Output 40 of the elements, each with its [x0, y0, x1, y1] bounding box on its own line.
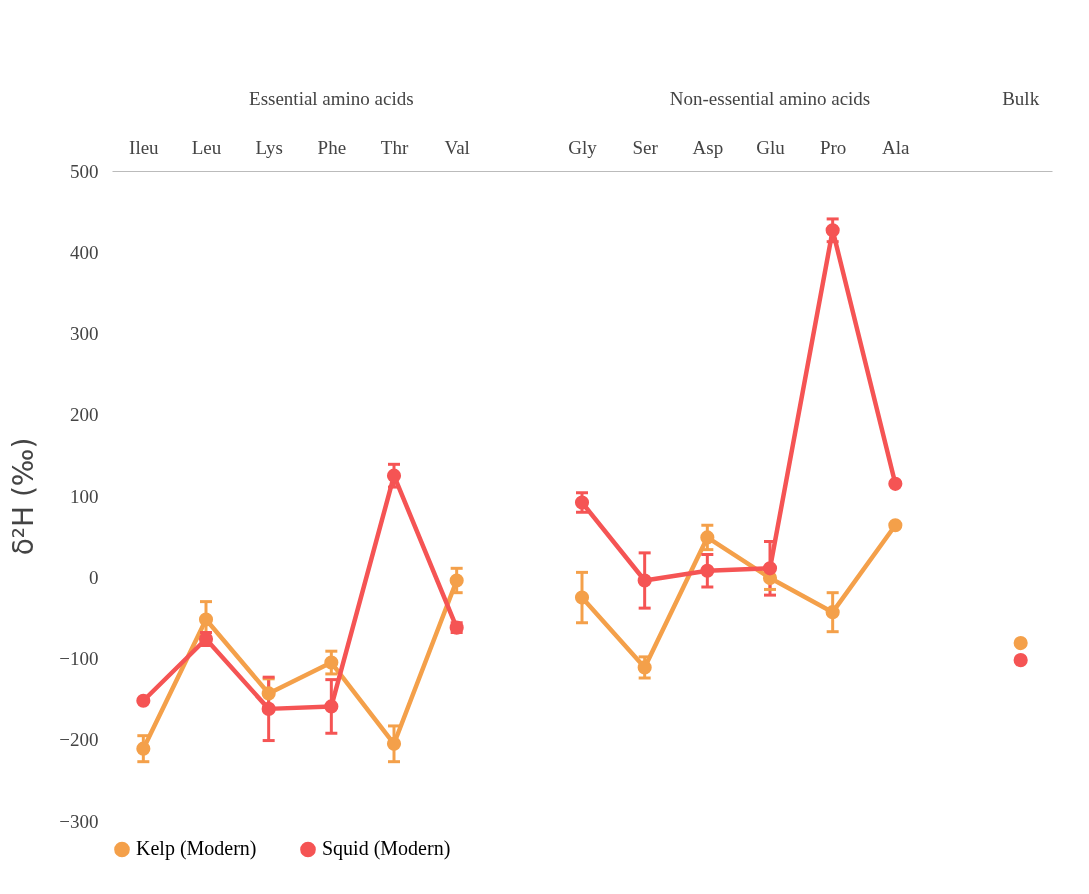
y-tick-label: 0	[89, 566, 99, 588]
legend-label: Kelp (Modern)	[136, 837, 257, 861]
y-tick-label: −200	[59, 729, 99, 751]
y-tick-label: 100	[70, 485, 99, 507]
x-tick-label: Glu	[756, 136, 786, 158]
point	[324, 699, 339, 714]
point	[449, 620, 464, 635]
y-tick-label: −100	[59, 648, 99, 669]
x-tick-label: Phe	[317, 136, 347, 158]
x-tick-label: Val	[444, 136, 470, 158]
point	[386, 736, 402, 751]
legend-label: Squid (Modern)	[322, 837, 451, 861]
x-tick-label: Asp	[692, 136, 724, 158]
point	[198, 612, 214, 627]
y-tick-label: 300	[70, 323, 99, 344]
x-tick-label: Ser	[632, 136, 659, 158]
text: Essential amino acids	[249, 88, 414, 109]
text: Non-essential amino acids	[669, 88, 871, 109]
point	[261, 701, 276, 716]
point	[136, 693, 151, 708]
y-tick-label: 500	[70, 160, 99, 182]
y-tick-label: 200	[70, 404, 99, 426]
y-axis-title: δ²H (‰)	[7, 437, 41, 556]
point	[324, 655, 339, 670]
point	[136, 741, 151, 756]
y-tick-label: −300	[59, 810, 99, 832]
point	[261, 686, 276, 701]
point	[1013, 653, 1028, 668]
point	[386, 468, 402, 483]
text: Bulk	[1002, 88, 1040, 109]
x-tick-label: Ileu	[129, 136, 160, 158]
y-tick-label: 400	[70, 241, 99, 263]
x-tick-label: Leu	[191, 136, 222, 158]
x-tick-label: Thr	[380, 136, 409, 158]
x-tick-label: Ala	[882, 136, 911, 158]
x-tick-label: Gly	[568, 136, 598, 158]
x-tick-label: Pro	[819, 136, 847, 158]
point	[449, 573, 464, 588]
x-tick-label: Lys	[255, 136, 283, 158]
point	[1013, 636, 1028, 651]
